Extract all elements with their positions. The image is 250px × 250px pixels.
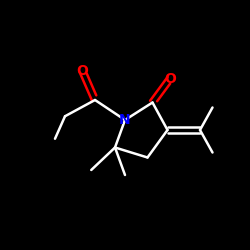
- Text: N: N: [119, 113, 131, 127]
- Text: O: O: [76, 64, 88, 78]
- Text: O: O: [164, 72, 176, 86]
